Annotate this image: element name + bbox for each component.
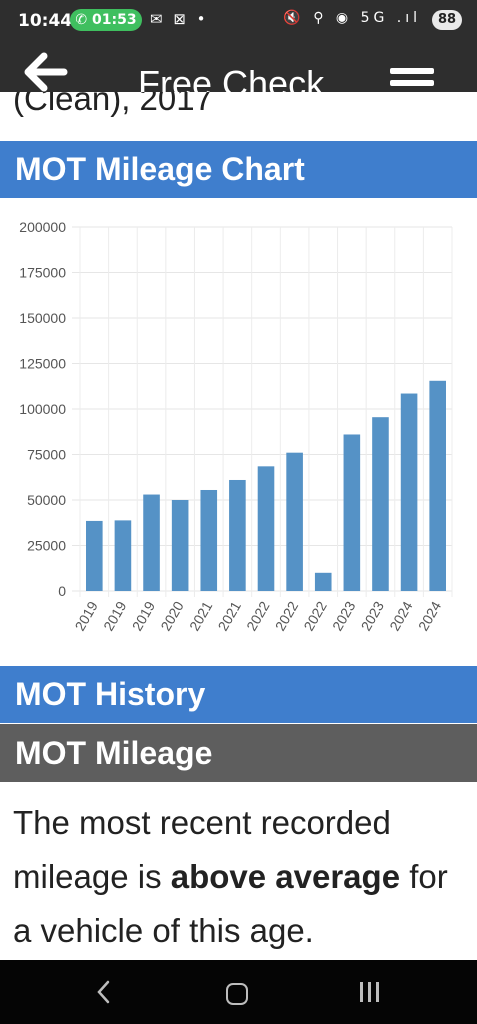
vehicle-description-text: (Clean), 2017 [13,92,213,117]
status-bar: 10:44 ✆ 01:53 ✉ ⊠ • 🔇 ⚲ ◉ 5G .ıl 88 [0,0,477,42]
vehicle-description-partial: (Clean), 2017 [13,92,213,132]
x-tick-label: 2019 [129,598,159,633]
mileage-chart-svg: 200000 175000 150000 125000 100000 75000 50000… [19,219,453,633]
x-tick-label: 2023 [329,598,359,633]
x-tick-label: 2019 [100,598,130,633]
status-time: 10:44 [18,11,73,31]
history-heading-label: MOT History [15,676,206,712]
mot-history-heading[interactable]: MOT History [0,666,477,723]
x-tick-label: 2020 [157,598,187,633]
nav-back-button[interactable] [92,979,116,1005]
x-tick-label: 2022 [300,598,330,633]
y-tick-label: 100000 [19,401,66,417]
y-tick-label: 25000 [27,538,66,554]
chart-bar [229,479,246,591]
chart-bar [372,417,389,591]
mot-mileage-heading: MOT Mileage [0,724,477,782]
x-tick-label: 2022 [243,598,273,633]
mileage-chart: 200000 175000 150000 125000 100000 75000 50000… [0,205,477,665]
mileage-summary-emphasis: above average [170,858,401,895]
nav-recent-apps-button[interactable] [358,982,382,1004]
chart-bar [171,500,189,591]
chart-bar [200,489,218,591]
y-tick-label: 75000 [27,447,66,463]
mot-mileage-chart-heading: MOT Mileage Chart [0,141,477,198]
mileage-summary-start: The most recent recorded mileage is [13,804,391,895]
system-nav-bar [0,960,477,1024]
chart-heading-label: MOT Mileage Chart [15,151,305,187]
back-button[interactable] [20,50,68,92]
x-tick-label: 2021 [215,598,245,633]
page-title: Free Check [138,63,325,92]
y-tick-label: 0 [58,583,66,599]
chart-bar [114,520,132,591]
call-indicator[interactable]: ✆ 01:53 [70,9,142,31]
chart-bar [86,520,103,591]
menu-button[interactable] [390,68,434,92]
y-tick-label: 125000 [19,356,66,372]
mileage-heading-label: MOT Mileage [15,735,213,771]
y-tick-label: 200000 [19,219,66,235]
x-tick-label: 2024 [415,598,445,633]
call-duration: 01:53 [92,12,137,28]
chart-bar [400,393,418,591]
x-tick-label: 2022 [272,598,302,633]
y-tick-label: 50000 [27,492,66,508]
chart-bar [314,572,332,591]
notification-icons: ✉ ⊠ • [150,10,209,28]
app-header: Free Check [0,42,477,92]
phone-icon: ✆ [75,12,93,28]
chart-bar [429,380,446,591]
chart-bar [286,452,303,591]
x-tick-label: 2024 [386,598,416,633]
chart-bar [257,466,275,591]
chart-bar [343,434,361,591]
system-icons: 🔇 ⚲ ◉ 5G .ıl [283,10,421,26]
mileage-summary: The most recent recorded mileage is abov… [13,796,468,958]
x-tick-label: 2019 [71,598,101,633]
x-tick-label: 2023 [358,598,388,633]
battery-indicator: 88 [432,10,462,30]
x-tick-label: 2021 [186,598,216,633]
mileage-summary-end: for a vehicle of this age. [13,858,448,949]
chart-bar [143,494,160,591]
y-tick-label: 150000 [19,310,66,326]
nav-home-button[interactable] [226,983,248,1005]
nav-back-icon [97,980,110,1004]
y-tick-label: 175000 [19,265,66,281]
back-arrow-icon [24,52,68,92]
